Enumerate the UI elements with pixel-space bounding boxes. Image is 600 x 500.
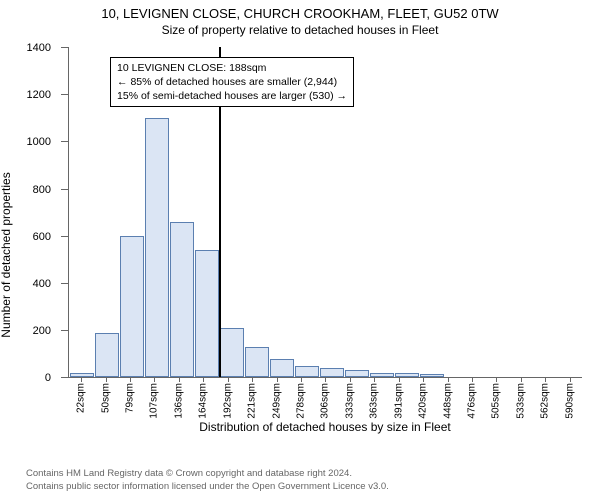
y-tick: 400	[61, 283, 69, 284]
y-tick: 1000	[61, 141, 69, 142]
x-tick-label: 306sqm	[320, 383, 331, 419]
y-tick: 1200	[61, 94, 69, 95]
bar	[120, 236, 144, 378]
y-tick-label: 1200	[27, 89, 51, 101]
x-tick-label: 363sqm	[369, 383, 380, 419]
x-tick-label: 391sqm	[393, 383, 404, 419]
title-main: 10, LEVIGNEN CLOSE, CHURCH CROOKHAM, FLE…	[0, 6, 600, 21]
x-tick-label: 22sqm	[76, 383, 87, 413]
x-tick-label: 192sqm	[222, 383, 233, 419]
y-tick-label: 800	[33, 184, 51, 196]
x-tick-label: 164sqm	[198, 383, 209, 419]
y-axis-label: Number of detached properties	[0, 172, 13, 337]
footer-line-1: Contains HM Land Registry data © Crown c…	[26, 468, 590, 481]
bar	[145, 118, 169, 378]
chart-container: 10, LEVIGNEN CLOSE, CHURCH CROOKHAM, FLE…	[0, 0, 600, 500]
x-axis-label: Distribution of detached houses by size …	[68, 420, 582, 434]
x-tick-label: 278sqm	[296, 383, 307, 419]
y-tick: 200	[61, 330, 69, 331]
chart-area: Number of detached properties 10 LEVIGNE…	[10, 41, 590, 468]
y-tick-label: 200	[33, 325, 51, 337]
annotation-line-1: 10 LEVIGNEN CLOSE: 188sqm	[117, 61, 347, 75]
y-tick-label: 400	[33, 278, 51, 290]
bar	[95, 333, 119, 378]
bar	[345, 370, 369, 377]
bar	[370, 373, 394, 378]
annotation-box: 10 LEVIGNEN CLOSE: 188sqm ← 85% of detac…	[110, 57, 354, 108]
x-tick-label: 136sqm	[173, 383, 184, 419]
y-tick-label: 1000	[27, 136, 51, 148]
bar	[320, 368, 344, 377]
title-block: 10, LEVIGNEN CLOSE, CHURCH CROOKHAM, FLE…	[0, 0, 600, 37]
x-tick-label: 107sqm	[149, 383, 160, 419]
y-tick-label: 0	[45, 372, 51, 384]
x-tick-label: 590sqm	[564, 383, 575, 419]
x-tick-label: 333sqm	[344, 383, 355, 419]
bar	[245, 347, 269, 378]
x-tick-label: 420sqm	[418, 383, 429, 419]
annotation-line-3: 15% of semi-detached houses are larger (…	[117, 89, 347, 103]
bar	[170, 222, 194, 378]
annotation-line-2: ← 85% of detached houses are smaller (2,…	[117, 75, 347, 89]
y-tick-label: 600	[33, 231, 51, 243]
bar	[195, 250, 219, 377]
y-tick: 0	[61, 377, 69, 378]
x-tick-label: 476sqm	[466, 383, 477, 419]
title-sub: Size of property relative to detached ho…	[0, 23, 600, 37]
footer: Contains HM Land Registry data © Crown c…	[0, 468, 600, 500]
y-tick: 800	[61, 189, 69, 190]
x-tick-label: 562sqm	[540, 383, 551, 419]
y-tick-label: 1400	[27, 42, 51, 54]
x-tick-label: 79sqm	[125, 383, 136, 413]
x-tick-label: 448sqm	[442, 383, 453, 419]
x-tick-label: 533sqm	[515, 383, 526, 419]
bar	[220, 328, 244, 378]
bar	[295, 366, 319, 378]
plot-area: 10 LEVIGNEN CLOSE: 188sqm ← 85% of detac…	[68, 47, 582, 378]
y-tick: 1400	[61, 47, 69, 48]
x-tick-label: 249sqm	[271, 383, 282, 419]
x-tick-label: 505sqm	[491, 383, 502, 419]
y-tick: 600	[61, 236, 69, 237]
x-tick-label: 221sqm	[247, 383, 258, 419]
x-tick-label: 50sqm	[100, 383, 111, 413]
bar	[270, 359, 294, 378]
footer-line-2: Contains public sector information licen…	[26, 481, 590, 494]
